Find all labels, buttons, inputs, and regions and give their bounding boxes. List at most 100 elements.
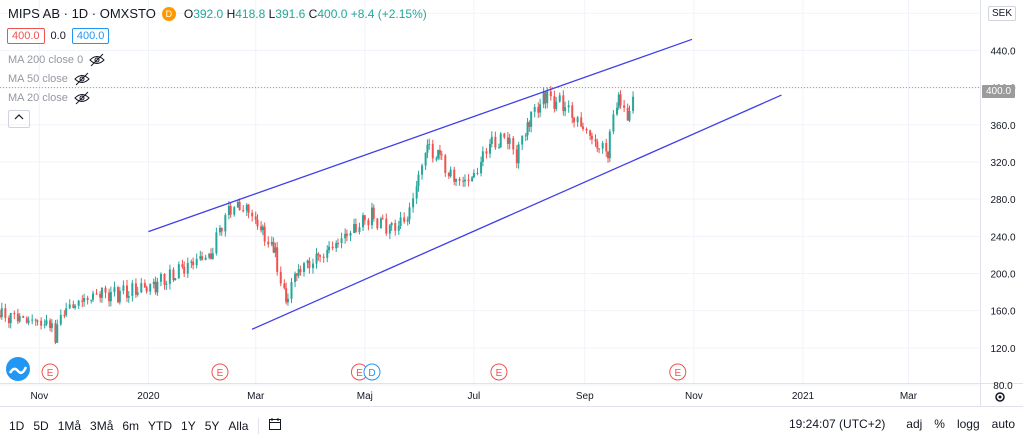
candle-body (211, 253, 214, 259)
candle-body (567, 105, 570, 108)
tradingview-logo[interactable] (6, 357, 30, 381)
event-marker (211, 363, 229, 381)
range-5y[interactable]: 5Y (204, 418, 220, 433)
time-tick-label: Maj (357, 391, 373, 402)
candle-body (134, 283, 137, 295)
range-1y[interactable]: 1Y (181, 418, 196, 433)
time-tick-label: Mar (900, 391, 918, 402)
candle-body (49, 320, 52, 328)
candle-body (236, 201, 239, 208)
collapse-legend-button[interactable] (8, 110, 30, 128)
price-tick-label: 280.0 (990, 195, 1015, 206)
range-all[interactable]: Alla (228, 418, 249, 433)
candle-body (424, 152, 427, 166)
candle-body (149, 284, 152, 292)
candle-body (632, 96, 635, 112)
symbol-title[interactable]: MIPS AB · 1D · OMXSTO (8, 6, 156, 21)
candle-body (295, 273, 298, 276)
hidden-eye-icon[interactable] (89, 53, 105, 67)
chevron-up-icon (14, 114, 24, 120)
candle-body (390, 222, 393, 226)
candle-body (195, 258, 198, 266)
price-chart[interactable]: 80.0 120.0 160.0 200.0 240.0 280.0 320.0 360.0 4… (0, 0, 1023, 406)
candle-body (43, 324, 46, 326)
range-6m[interactable]: 6m (122, 418, 140, 433)
range-1d[interactable]: 1D (9, 418, 25, 433)
hidden-eye-icon[interactable] (74, 72, 90, 86)
log-toggle[interactable]: logg (956, 417, 980, 431)
range-5d[interactable]: 5D (33, 418, 49, 433)
candle-body (220, 227, 223, 232)
range-1ma[interactable]: 1Må (57, 418, 82, 433)
candle-body (612, 114, 615, 132)
candle-body (435, 158, 438, 160)
candle-body (499, 133, 502, 148)
candle-body (68, 304, 71, 309)
candle-body (72, 304, 75, 308)
candle-body (444, 155, 447, 174)
candle-body (95, 293, 98, 295)
candle-body (131, 283, 134, 296)
candle-body (308, 260, 311, 269)
candle-body (233, 207, 236, 215)
candle-body (328, 246, 331, 251)
candle-body (417, 174, 420, 187)
calendar-icon[interactable] (268, 417, 282, 434)
gear-icon[interactable] (993, 390, 1007, 407)
candle-body (376, 218, 379, 229)
candle-body (59, 314, 62, 325)
range-ytd[interactable]: YTD (148, 418, 173, 433)
candle-body (136, 292, 139, 295)
candle-body (174, 278, 177, 281)
candle-body (580, 117, 583, 127)
candle-body (481, 151, 484, 163)
candle-body (354, 224, 357, 232)
candle-body (358, 227, 361, 232)
candle-body (605, 143, 608, 152)
candle-body (91, 293, 94, 300)
candle-body (263, 226, 266, 242)
candle-body (181, 264, 184, 267)
bid-pill[interactable]: 400.0 (7, 28, 45, 44)
candle-body (25, 317, 28, 323)
candle-body (229, 206, 232, 215)
candle-body (379, 218, 382, 229)
candle-body (524, 135, 527, 137)
candle-body (539, 104, 542, 113)
adj-toggle[interactable]: adj (906, 417, 923, 431)
auto-toggle[interactable]: auto (991, 417, 1015, 431)
candle-body (497, 147, 500, 149)
hidden-eye-icon[interactable] (74, 91, 90, 105)
candle-body (512, 138, 515, 150)
time-tick-label: Sep (576, 391, 594, 402)
delayed-badge: D (161, 6, 176, 21)
candle-body (224, 215, 227, 232)
candle-body (83, 297, 86, 302)
candle-body (564, 107, 567, 112)
candle-body (553, 96, 556, 109)
candle-body (54, 323, 57, 343)
candle-body (542, 92, 545, 105)
candle-body (372, 207, 375, 219)
candle-body (471, 177, 474, 182)
candle-body (294, 273, 297, 283)
candle-body (594, 139, 597, 142)
candle-body (336, 243, 339, 245)
indicator-label: MA 200 close 0 (8, 54, 84, 66)
ask-pill[interactable]: 400.0 (71, 28, 110, 44)
indicator-ma20[interactable]: MA 20 close (8, 91, 90, 105)
spread-value: 0.0 (50, 30, 66, 42)
percent-toggle[interactable]: % (934, 417, 945, 431)
candle-body (596, 141, 599, 149)
candle-body (440, 154, 443, 156)
candle-body (598, 148, 601, 150)
candle-body (322, 256, 325, 258)
candle-body (260, 226, 263, 231)
range-3ma[interactable]: 3Må (90, 418, 114, 433)
indicator-ma200[interactable]: MA 200 close 0 (8, 53, 105, 67)
candle-body (283, 283, 286, 289)
clock-time[interactable]: 19:24:07 (UTC+2) (789, 417, 886, 431)
currency-label[interactable]: SEK (988, 6, 1017, 21)
indicator-ma50[interactable]: MA 50 close (8, 72, 90, 86)
price-tick-label: 240.0 (990, 232, 1015, 243)
